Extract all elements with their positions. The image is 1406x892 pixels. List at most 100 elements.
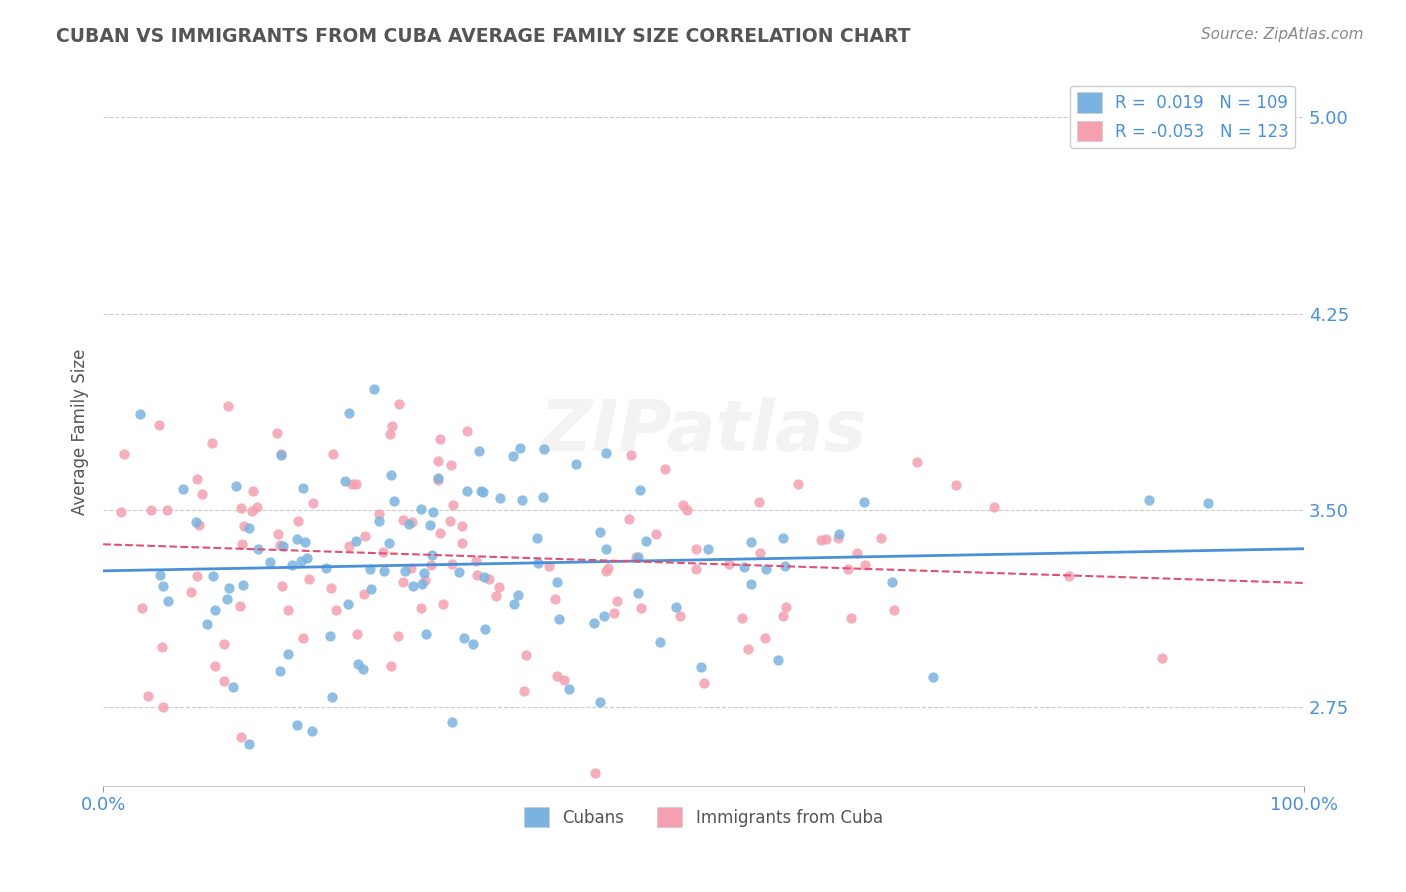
Point bbox=[513, 684, 536, 698]
Point bbox=[333, 474, 356, 488]
Point bbox=[429, 526, 451, 541]
Point bbox=[195, 617, 218, 632]
Point bbox=[689, 660, 711, 674]
Point bbox=[450, 519, 472, 533]
Point bbox=[589, 695, 612, 709]
Point bbox=[152, 579, 174, 593]
Point bbox=[217, 400, 239, 414]
Point bbox=[110, 505, 132, 519]
Point bbox=[413, 573, 436, 587]
Point bbox=[337, 597, 360, 611]
Point bbox=[238, 521, 260, 535]
Point bbox=[277, 602, 299, 616]
Point bbox=[883, 603, 905, 617]
Point bbox=[222, 680, 245, 694]
Point bbox=[290, 554, 312, 568]
Point bbox=[325, 603, 347, 617]
Y-axis label: Average Family Size: Average Family Size bbox=[72, 349, 89, 515]
Point bbox=[488, 580, 510, 594]
Point bbox=[411, 501, 433, 516]
Point bbox=[378, 536, 401, 550]
Point bbox=[533, 442, 555, 456]
Point bbox=[880, 575, 903, 590]
Point bbox=[606, 593, 628, 607]
Point bbox=[321, 690, 343, 704]
Point bbox=[463, 637, 485, 651]
Point bbox=[277, 647, 299, 661]
Point bbox=[526, 531, 548, 545]
Point bbox=[755, 562, 778, 576]
Point bbox=[1137, 492, 1160, 507]
Point bbox=[287, 515, 309, 529]
Point bbox=[515, 648, 537, 663]
Point bbox=[186, 569, 208, 583]
Point bbox=[472, 570, 495, 584]
Point bbox=[291, 481, 314, 495]
Point bbox=[546, 574, 568, 589]
Point bbox=[360, 582, 382, 596]
Point bbox=[380, 659, 402, 673]
Point bbox=[233, 519, 256, 533]
Point bbox=[353, 587, 375, 601]
Point bbox=[546, 669, 568, 683]
Point bbox=[630, 483, 652, 497]
Point bbox=[411, 576, 433, 591]
Point bbox=[558, 682, 581, 697]
Point bbox=[426, 454, 449, 468]
Point bbox=[231, 536, 253, 550]
Point bbox=[853, 558, 876, 572]
Point bbox=[630, 600, 652, 615]
Point bbox=[319, 629, 342, 643]
Point bbox=[905, 455, 928, 469]
Point bbox=[141, 503, 163, 517]
Point bbox=[440, 458, 463, 472]
Point bbox=[810, 533, 832, 547]
Point bbox=[740, 576, 762, 591]
Point bbox=[626, 550, 648, 565]
Point bbox=[363, 382, 385, 396]
Point bbox=[456, 483, 478, 498]
Point bbox=[359, 562, 381, 576]
Point bbox=[381, 418, 404, 433]
Point bbox=[429, 432, 451, 446]
Point bbox=[242, 484, 264, 499]
Point bbox=[846, 545, 869, 559]
Point bbox=[340, 476, 363, 491]
Point bbox=[294, 535, 316, 549]
Point bbox=[620, 448, 643, 462]
Point bbox=[281, 558, 304, 572]
Point bbox=[238, 737, 260, 751]
Point bbox=[271, 579, 294, 593]
Point bbox=[398, 516, 420, 531]
Point bbox=[346, 627, 368, 641]
Point bbox=[489, 491, 512, 505]
Point bbox=[512, 492, 534, 507]
Point bbox=[544, 592, 567, 607]
Point bbox=[302, 496, 325, 510]
Point bbox=[470, 484, 492, 499]
Text: Source: ZipAtlas.com: Source: ZipAtlas.com bbox=[1201, 27, 1364, 42]
Point bbox=[232, 578, 254, 592]
Point bbox=[717, 557, 740, 571]
Point bbox=[1197, 496, 1219, 510]
Point bbox=[186, 515, 208, 529]
Point bbox=[464, 554, 486, 568]
Point bbox=[152, 700, 174, 714]
Point bbox=[378, 427, 401, 442]
Point bbox=[148, 418, 170, 433]
Point bbox=[409, 600, 432, 615]
Point bbox=[1150, 651, 1173, 665]
Point bbox=[229, 599, 252, 614]
Point bbox=[547, 611, 569, 625]
Point bbox=[828, 526, 851, 541]
Point bbox=[128, 407, 150, 421]
Point bbox=[269, 664, 291, 678]
Point bbox=[229, 500, 252, 515]
Point bbox=[731, 611, 754, 625]
Point bbox=[474, 622, 496, 636]
Point bbox=[837, 562, 859, 576]
Point bbox=[380, 467, 402, 482]
Point bbox=[748, 546, 770, 560]
Point bbox=[401, 515, 423, 529]
Point bbox=[259, 555, 281, 569]
